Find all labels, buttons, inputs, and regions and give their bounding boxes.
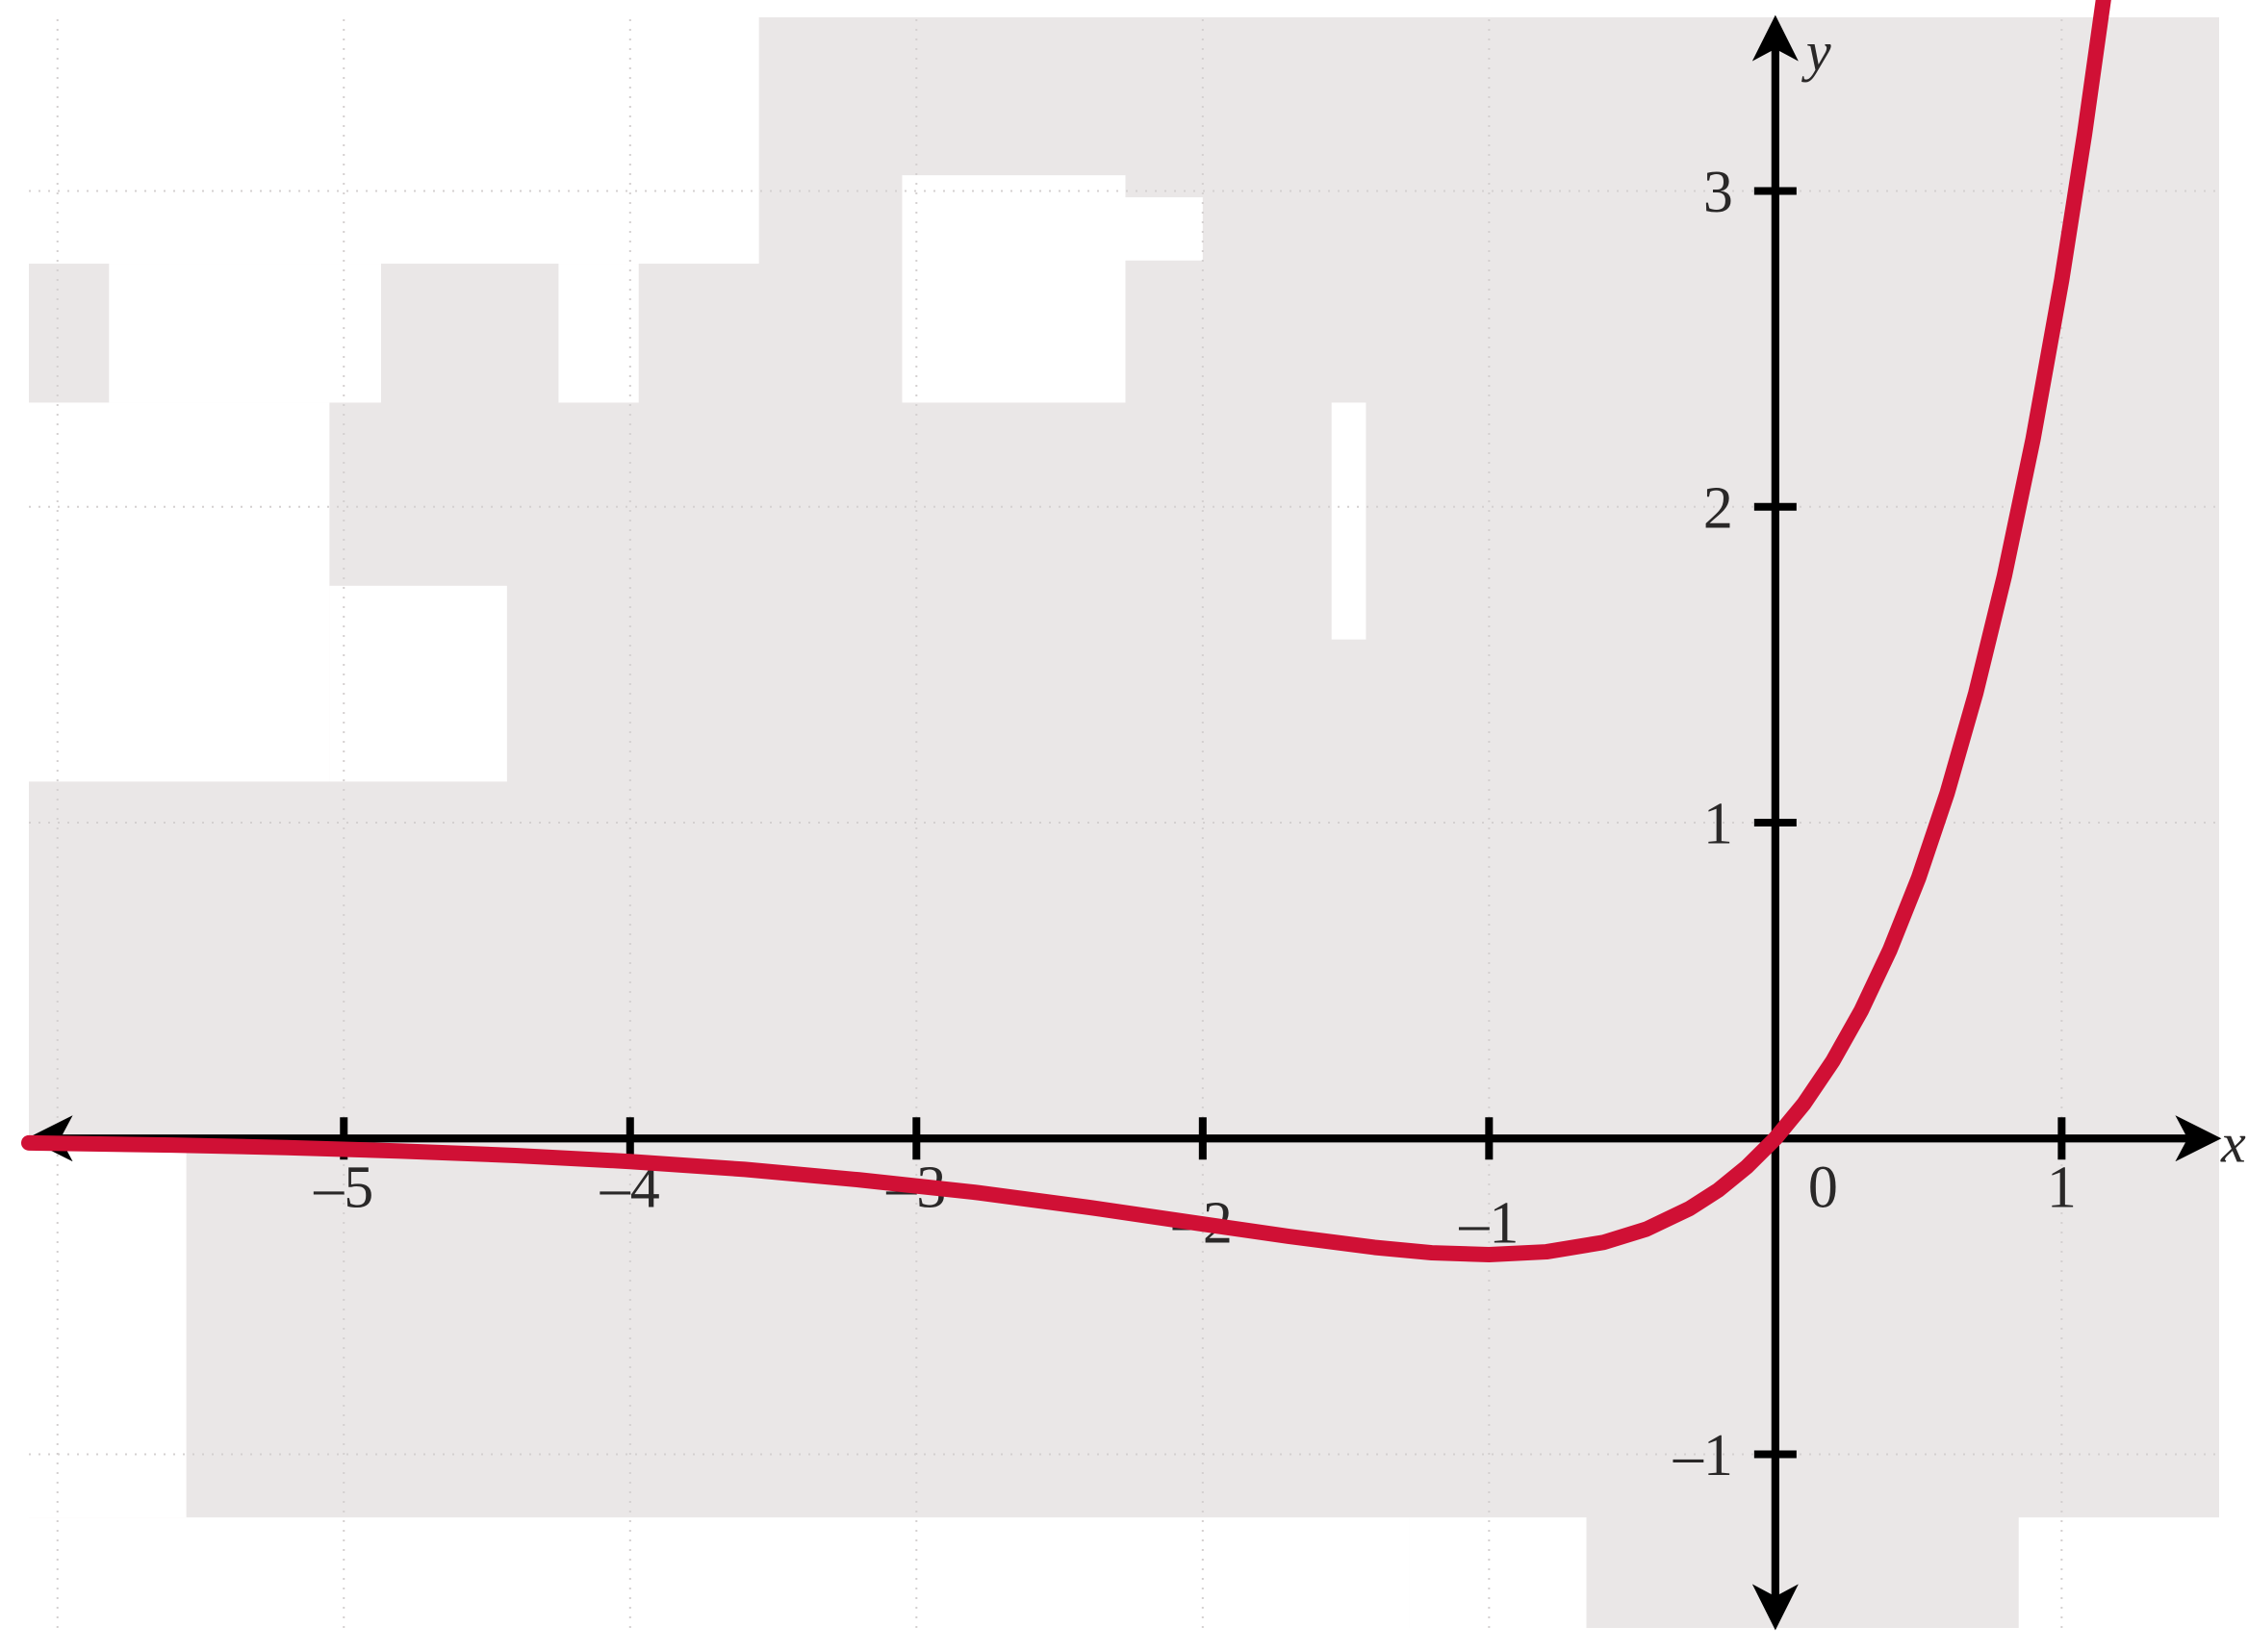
background-patch — [1332, 402, 1367, 639]
x-tick-label: –5 — [313, 1155, 373, 1220]
x-tick-label: 0 — [1808, 1155, 1838, 1220]
background-patch — [29, 402, 329, 781]
y-axis-label: y — [1801, 20, 1831, 83]
background-patch — [329, 585, 506, 781]
background-patch — [29, 17, 759, 264]
chart-container: –5–4–3–2–101–1123xy — [0, 0, 2248, 1652]
y-tick-label: 3 — [1703, 160, 1733, 225]
background-patch — [2019, 1517, 2219, 1628]
x-axis-label: x — [2220, 1111, 2246, 1174]
background-patch — [1409, 1517, 1586, 1628]
y-tick-label: –1 — [1673, 1423, 1733, 1488]
y-tick-label: 2 — [1703, 475, 1733, 541]
background-patch — [29, 1517, 1409, 1628]
background-patch — [29, 1138, 187, 1517]
y-tick-label: 1 — [1703, 791, 1733, 856]
background-patch — [558, 264, 638, 402]
background-patch — [1125, 197, 1202, 261]
background-patch — [902, 175, 1125, 402]
xy-curve-chart: –5–4–3–2–101–1123xy — [0, 0, 2248, 1647]
background-patch — [109, 264, 381, 402]
x-tick-label: 1 — [2047, 1155, 2077, 1220]
